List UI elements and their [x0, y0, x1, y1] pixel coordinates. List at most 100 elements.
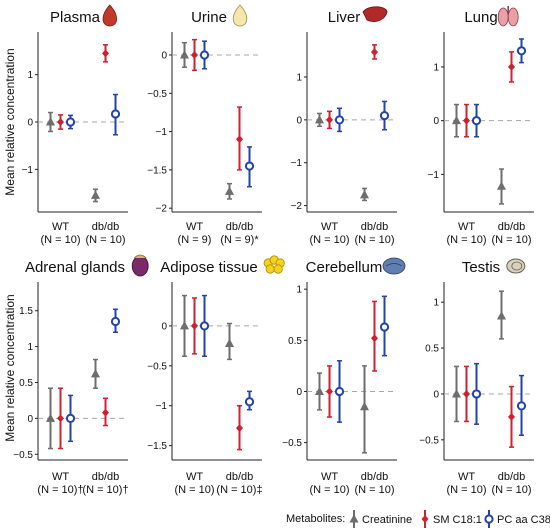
data-point: [244, 397, 255, 407]
category-label: WT: [186, 221, 203, 233]
cerebellum-icon: [382, 257, 406, 275]
y-tick-label: −0.5: [147, 89, 167, 100]
y-tick-label: 0: [296, 387, 302, 398]
series-pc-aa-c38-0: [471, 362, 527, 436]
data-point: [452, 115, 461, 125]
y-tick-label: 1: [433, 62, 439, 73]
testis-icon: [506, 258, 526, 274]
data-point: [65, 413, 76, 423]
series-creatinine: [452, 103, 506, 205]
panel-title: Cerebellum: [306, 259, 383, 276]
data-point: [244, 161, 255, 171]
category-count-label: (N = 9)*: [220, 234, 259, 246]
series-sm-c18-1: [57, 387, 109, 450]
y-tick-label: 0: [161, 50, 167, 61]
series-pc-aa-c38-0: [65, 93, 121, 136]
series-sm-c18-1: [463, 51, 515, 138]
panel-title: Urine: [191, 9, 227, 26]
y-tick-label: 0.5: [288, 336, 302, 347]
data-point: [471, 116, 482, 126]
category-count-label: (N = 10): [491, 234, 531, 246]
data-point: [180, 49, 189, 59]
data-point: [371, 334, 378, 343]
data-point: [199, 50, 210, 60]
data-point: [326, 115, 333, 124]
y-tick-label: −2: [156, 204, 168, 215]
legend-swatch-marker: [349, 514, 359, 523]
legend-label: PC aa C38:0: [497, 514, 550, 526]
series-creatinine: [180, 294, 234, 361]
data-point: [334, 115, 345, 125]
plasma-drop-icon: [102, 4, 117, 27]
series-creatinine: [315, 365, 369, 454]
y-tick-label: −0.5: [282, 438, 302, 449]
data-point: [315, 114, 324, 124]
data-point: [452, 388, 461, 398]
series-sm-c18-1: [326, 300, 378, 418]
legend-swatch-marker: [484, 514, 494, 524]
legend-swatch-marker: [421, 515, 429, 523]
data-point: [180, 320, 189, 330]
data-point: [497, 310, 506, 320]
series-creatinine: [452, 290, 506, 423]
data-point: [102, 408, 109, 417]
category-label: WT: [186, 471, 203, 483]
category-count-label: (N = 10)†: [82, 484, 128, 496]
data-point: [225, 186, 234, 195]
panel-title: Adipose tissue: [160, 259, 258, 276]
legend-label: Creatinine: [362, 514, 412, 526]
y-tick-label: −1: [22, 165, 34, 176]
data-point: [57, 414, 64, 423]
series-creatinine: [46, 111, 100, 203]
series-pc-aa-c38-0: [65, 308, 121, 443]
legend-label: SM C18:1: [433, 514, 482, 526]
y-tick-label: 1: [27, 342, 33, 353]
y-tick-label: 0: [27, 414, 33, 425]
series-creatinine: [315, 112, 369, 202]
series-sm-c18-1: [326, 44, 378, 130]
category-label: db/db: [92, 471, 120, 483]
category-label: db/db: [92, 221, 120, 233]
legend-title: Metabolites:: [286, 513, 345, 525]
y-tick-label: −1.5: [147, 441, 167, 452]
data-point: [516, 401, 527, 411]
series-sm-c18-1: [463, 365, 515, 448]
category-label: db/db: [498, 221, 526, 233]
data-point: [199, 321, 210, 331]
category-count-label: (N = 10): [309, 234, 349, 246]
data-point: [236, 424, 243, 433]
data-point: [236, 135, 243, 144]
y-tick-label: −0.5: [147, 361, 167, 372]
data-point: [326, 387, 333, 396]
category-count-label: (N = 10): [354, 234, 394, 246]
y-axis-label-top: Mean relative concentration: [3, 48, 17, 195]
urine-drop-icon: [232, 4, 248, 27]
category-count-label: (N = 10): [309, 484, 349, 496]
series-sm-c18-1: [191, 297, 243, 451]
panel-urine: Urine −2 −1.5 −1 −0.5 0 WT(N = 9) db/db(N = 9)*: [147, 4, 262, 246]
data-point: [65, 117, 76, 127]
y-tick-label: −1: [428, 170, 440, 181]
category-count-label: (N = 10): [174, 484, 214, 496]
data-point: [191, 50, 198, 59]
data-point: [91, 368, 100, 378]
y-tick-label: 1: [296, 285, 302, 296]
category-label: WT: [321, 471, 338, 483]
data-point: [110, 316, 121, 327]
data-point: [91, 190, 100, 199]
y-tick-label: 0: [27, 118, 33, 129]
panel-title: Lung: [464, 9, 497, 26]
lung-icon: [497, 6, 519, 27]
series-creatinine: [46, 358, 100, 450]
category-count-label: (N = 10): [446, 234, 486, 246]
legend-entry-pc-aa-c38-0: PC aa C38:0: [484, 510, 550, 528]
adrenal-gland-icon: [131, 254, 149, 277]
y-tick-label: −1: [156, 127, 168, 138]
